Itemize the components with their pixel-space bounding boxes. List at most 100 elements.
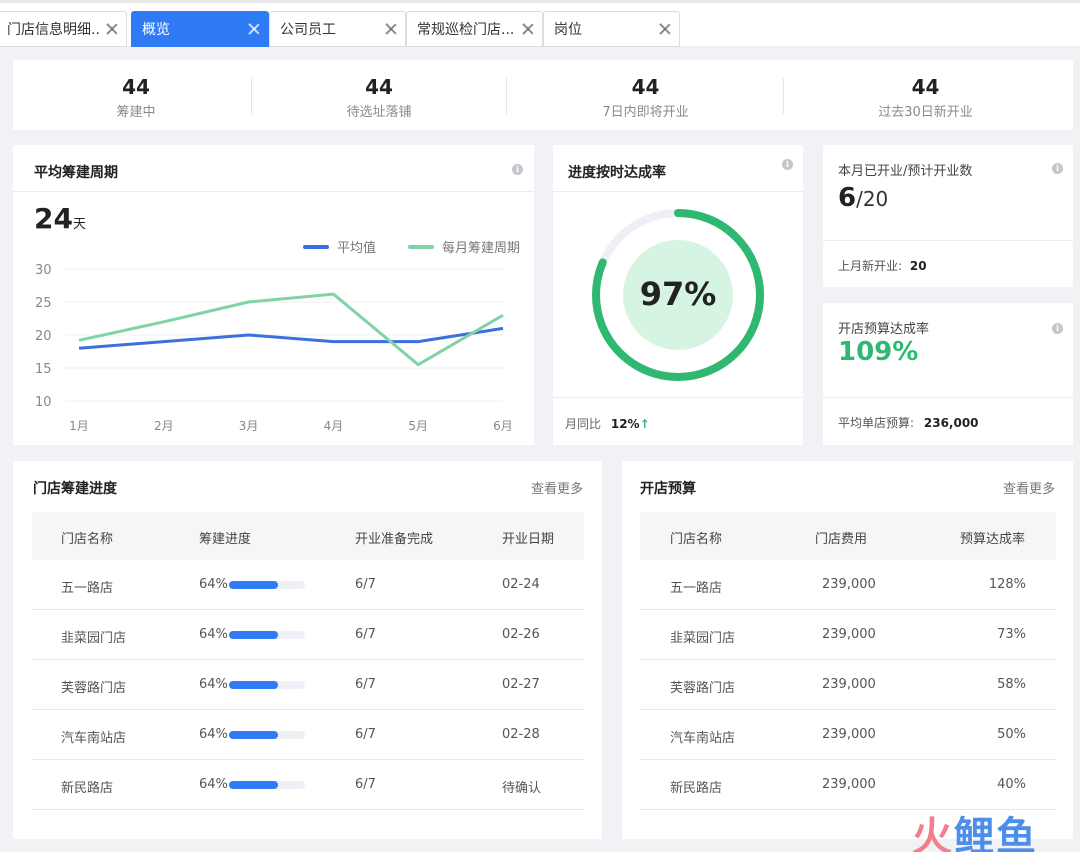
row-divider (640, 809, 1056, 810)
last-month-label: 上月新开业: (838, 259, 903, 273)
view-more-link[interactable]: 查看更多 (1003, 482, 1056, 497)
table-row[interactable]: 汽车南站店 64% 6/7 02-28 (32, 710, 584, 760)
info-icon[interactable]: i (1052, 323, 1063, 334)
divider (783, 78, 784, 114)
line-chart: 30 25 20 15 10 1月 2月 3月 4月 5月 6月 (35, 263, 513, 433)
progress-percent: 64% (199, 627, 228, 642)
ring-progress (592, 209, 764, 381)
mom-label: 月同比 (565, 417, 602, 431)
close-icon[interactable] (248, 23, 260, 35)
stat-label: 过去30日新开业 (878, 105, 973, 120)
header-cost: 门店费用 (815, 532, 868, 547)
progress-percent: 64% (199, 677, 228, 692)
stats-card: 44 筹建中 44 待选址落铺 44 7日内即将开业 44 过去30日新开业 (13, 60, 1073, 130)
avg-budget-row: 平均单店预算: 236,000 (838, 414, 979, 431)
ready-count: 6/7 (355, 577, 376, 592)
avg-budget-label: 平均单店预算: (838, 416, 915, 430)
store-name: 芙蓉路门店 (61, 681, 127, 696)
store-name: 韭菜园门店 (670, 631, 736, 646)
store-name: 汽车南站店 (61, 731, 127, 746)
header-budget-rate: 预算达成率 (960, 532, 1026, 547)
legend-label: 每月筹建周期 (442, 241, 521, 256)
cycle-number: 24 (34, 202, 73, 235)
header-open-date: 开业日期 (502, 532, 555, 547)
tab-overview[interactable]: 概览 (131, 11, 269, 47)
tab-employees[interactable]: 公司员工 (269, 11, 406, 47)
x-tick-label: 3月 (239, 419, 259, 433)
close-icon[interactable] (106, 23, 118, 35)
info-icon[interactable]: i (1052, 163, 1063, 174)
store-name: 五一路店 (61, 581, 114, 596)
table-header: 门店名称 筹建进度 开业准备完成 开业日期 (32, 512, 584, 560)
table-row[interactable]: 韭菜园门店 239,000 73% (640, 610, 1056, 660)
stat-opening-soon: 44 7日内即将开业 (523, 60, 768, 130)
table-row[interactable]: 韭菜园门店 64% 6/7 02-26 (32, 610, 584, 660)
y-tick-label: 15 (35, 362, 52, 377)
table-row[interactable]: 新民路店 239,000 40% (640, 760, 1056, 810)
info-icon[interactable]: i (512, 164, 523, 175)
store-cost: 239,000 (822, 577, 876, 592)
budget-rate-value: 109% (838, 337, 919, 367)
table-row[interactable]: 芙蓉路门店 64% 6/7 02-27 (32, 660, 584, 710)
stat-label: 待选址落铺 (346, 105, 412, 120)
ring-center (623, 240, 733, 350)
budget-rate: 40% (997, 777, 1026, 792)
tab-inspection[interactable]: 常规巡检门店... (406, 11, 543, 47)
budget-rate: 58% (997, 677, 1026, 692)
divider (823, 397, 1073, 398)
table-row[interactable]: 五一路店 239,000 128% (640, 560, 1056, 610)
opened-total: /20 (856, 187, 889, 211)
series-monthly-line[interactable] (78, 292, 504, 367)
store-cost: 239,000 (822, 627, 876, 642)
row-divider (640, 759, 1056, 760)
table-row[interactable]: 芙蓉路门店 239,000 58% (640, 660, 1056, 710)
progress-table-card: 门店筹建进度 查看更多 门店名称 筹建进度 开业准备完成 开业日期 五一路店 64… (13, 461, 602, 839)
row-divider (32, 609, 584, 610)
close-icon[interactable] (659, 23, 671, 35)
header-store-name: 门店名称 (670, 532, 723, 547)
stat-value: 44 (911, 75, 940, 99)
y-tick-label: 20 (35, 329, 52, 344)
stat-label: 筹建中 (116, 105, 156, 120)
series-average-line[interactable] (78, 326, 504, 350)
store-name: 汽车南站店 (670, 731, 736, 746)
progress-bar (229, 631, 305, 639)
progress-bar-fill (229, 781, 278, 789)
view-more-link[interactable]: 查看更多 (531, 482, 584, 497)
x-tick-label: 5月 (408, 419, 428, 433)
ontime-value: 97% (639, 275, 717, 313)
tab-label: 公司员工 (280, 22, 336, 38)
store-name: 韭菜园门店 (61, 631, 127, 646)
store-name: 新民路店 (670, 781, 723, 796)
cycle-unit: 天 (72, 217, 86, 232)
open-date: 02-24 (502, 577, 540, 592)
last-month-row: 上月新开业: 20 (838, 257, 927, 274)
ready-count: 6/7 (355, 777, 376, 792)
x-tick-label: 1月 (69, 419, 89, 433)
mom-row: 月同比 12%↑ (565, 415, 650, 432)
avg-budget-value: 236,000 (923, 416, 979, 430)
store-name: 芙蓉路门店 (670, 681, 736, 696)
progress-percent: 64% (199, 727, 228, 742)
close-icon[interactable] (522, 23, 534, 35)
ready-count: 6/7 (355, 677, 376, 692)
table-row[interactable]: 五一路店 64% 6/7 02-24 (32, 560, 584, 610)
close-icon[interactable] (385, 23, 397, 35)
tab-store-detail[interactable]: 门店信息明细... (0, 11, 127, 47)
cycle-card: 平均筹建周期 i 24天 平均值 每月筹建周期 30 25 20 15 10 1月 2月 3月… (13, 145, 534, 445)
progress-bar (229, 781, 305, 789)
legend-swatch (408, 244, 434, 249)
tab-positions[interactable]: 岗位 (543, 11, 680, 47)
y-tick-label: 10 (35, 395, 52, 410)
watermark-part: 鲤鱼 (954, 814, 1038, 852)
progress-bar-fill (229, 681, 278, 689)
x-tick-label: 6月 (493, 419, 513, 433)
table-row[interactable]: 新民路店 64% 6/7 待确认 (32, 760, 584, 810)
ready-count: 6/7 (355, 727, 376, 742)
store-cost: 239,000 (822, 727, 876, 742)
budget-rate: 73% (997, 627, 1026, 642)
info-icon[interactable]: i (782, 159, 793, 170)
table-row[interactable]: 汽车南站店 239,000 50% (640, 710, 1056, 760)
mom-value: 12% (610, 417, 640, 431)
progress-bar-fill (229, 731, 278, 739)
